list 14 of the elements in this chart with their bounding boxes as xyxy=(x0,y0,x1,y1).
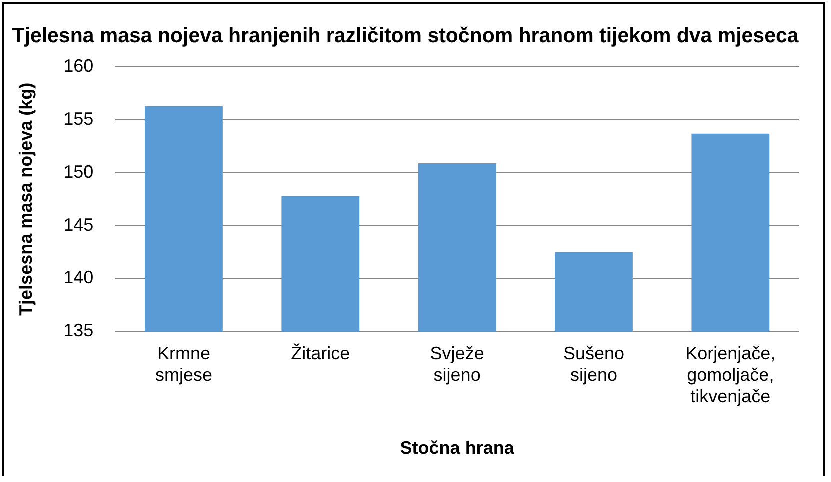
y-tick-label: 150 xyxy=(64,162,94,182)
x-tick-label: Sušeno sijeno xyxy=(563,343,625,385)
x-tick-label: Krmne smjese xyxy=(155,343,212,385)
y-tick-label: 140 xyxy=(64,268,94,288)
x-tick-label: Korjenjače, gomoljače, tikvenjače xyxy=(686,343,776,407)
y-tick-label: 135 xyxy=(64,320,94,341)
x-tick-label: Svježe sijeno xyxy=(430,343,484,385)
x-tick-label: Žitarice xyxy=(291,343,350,364)
y-axis-title: Tjelsesna masa nojeva (kg) xyxy=(16,82,36,316)
x-axis-title: Stočna hrana xyxy=(400,438,516,458)
y-tick-label: 160 xyxy=(64,56,94,76)
y-tick-label: 155 xyxy=(64,109,94,130)
chart-title: Tjelesna masa nojeva hranjenih različitom stočnom hranom tijekom dva mjeseca xyxy=(12,24,800,48)
y-tick-label: 145 xyxy=(64,214,94,235)
